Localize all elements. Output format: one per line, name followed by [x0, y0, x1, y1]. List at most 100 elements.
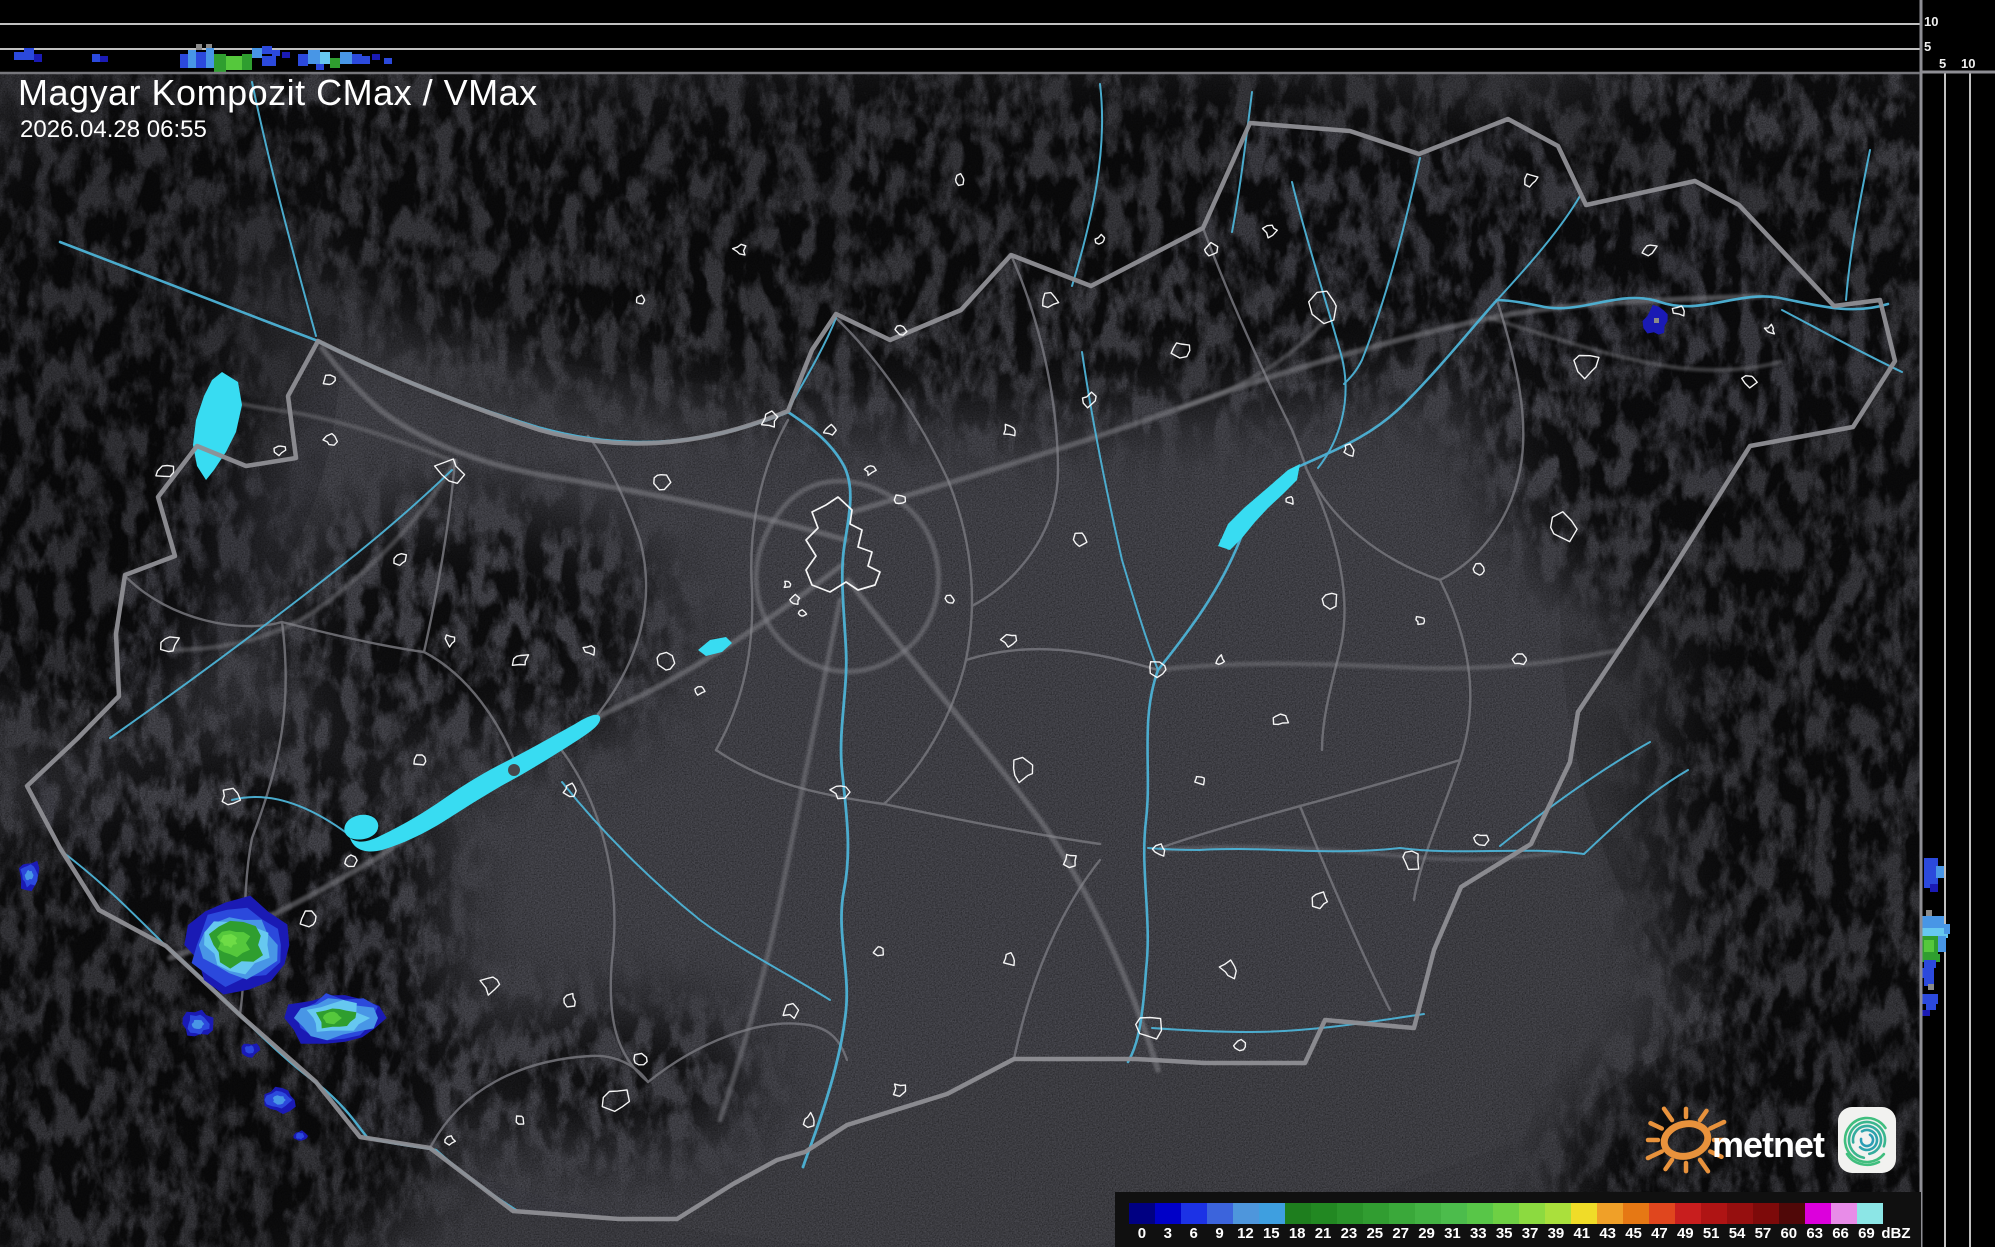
- city-outline: [1402, 850, 1420, 871]
- legend-swatch: [1155, 1203, 1181, 1224]
- sun-icon: [1645, 1106, 1727, 1174]
- city-outline: [601, 1089, 631, 1113]
- city-outline: [1215, 654, 1226, 666]
- city-outline: [444, 1135, 456, 1146]
- sun-ray: [1648, 1120, 1665, 1131]
- legend-swatch: [1701, 1203, 1727, 1224]
- legend-tick: 54: [1728, 1225, 1746, 1242]
- top-axis-label-5km: 5: [1924, 39, 1932, 54]
- city-outline: [893, 494, 907, 505]
- timestamp: 2026.04.28 06:55: [20, 116, 207, 143]
- city-outline: [155, 464, 175, 478]
- lakes: [193, 372, 1300, 852]
- city-outline: [1343, 443, 1355, 457]
- sun-ray: [1697, 1157, 1711, 1174]
- city-outline: [1012, 756, 1034, 784]
- legend-swatch: [1779, 1203, 1805, 1224]
- legend-tick: 39: [1547, 1225, 1565, 1242]
- legend-tick: 23: [1340, 1225, 1358, 1242]
- city-outline: [1194, 775, 1205, 786]
- country-border: [24, 116, 1898, 1222]
- page-title: Magyar Kompozit CMax / VMax: [18, 72, 538, 113]
- profile-echo-pixel: [226, 56, 242, 70]
- profile-echo-pixel: [384, 58, 392, 64]
- profile-echo-pixel: [272, 50, 280, 56]
- city-outline: [1671, 305, 1685, 317]
- lake-tisza: [1218, 464, 1300, 550]
- city-outline: [954, 173, 965, 187]
- top-profile-strip: [0, 0, 1920, 73]
- legend-unit: dBZ: [1881, 1225, 1911, 1242]
- metnet-logo-text: metnet: [1712, 1124, 1825, 1165]
- city-outline: [1473, 833, 1490, 847]
- dbz-color-legend: 0 3 6 9 12 15 18 21 23 25 27 29 31 33 35 37 39 41 43 45 47 49…: [1115, 1192, 1921, 1247]
- legend-swatch: [1311, 1203, 1337, 1224]
- right-profile-echoes: [1922, 858, 1950, 1016]
- legend-tick: 6: [1189, 1225, 1198, 1242]
- legend-swatch: [1753, 1203, 1779, 1224]
- profile-echo-pixel: [92, 54, 100, 62]
- profile-echo-pixel: [1922, 916, 1944, 930]
- city-outline: [1135, 1016, 1163, 1040]
- city-outline: [760, 410, 779, 428]
- city-outline: [1094, 233, 1106, 245]
- city-outlines: [155, 173, 1776, 1146]
- legend-tick: 47: [1651, 1225, 1668, 1242]
- profile-echo-pixel: [252, 48, 262, 58]
- legend-swatch: [1441, 1203, 1467, 1224]
- city-outline: [892, 1083, 907, 1097]
- top-axis-label-10km: 10: [1924, 14, 1939, 29]
- legend-tick: 66: [1832, 1225, 1849, 1242]
- profile-echo-pixel: [100, 56, 108, 62]
- profile-echo-pixel: [14, 52, 24, 60]
- city-outline: [1763, 323, 1776, 335]
- city-outline: [783, 580, 792, 589]
- precip-echo: [191, 1019, 205, 1029]
- city-outline: [1232, 1038, 1247, 1052]
- city-outline: [1218, 959, 1237, 980]
- profile-echo-pixel: [1922, 968, 1934, 978]
- legend-tick: 18: [1288, 1225, 1306, 1242]
- legend-tick: 21: [1314, 1225, 1332, 1242]
- city-outline: [633, 1052, 648, 1066]
- city-outline: [863, 465, 877, 477]
- city-outline: [582, 645, 596, 656]
- city-outline: [322, 432, 339, 446]
- profile-echo-pixel: [320, 52, 330, 64]
- precip-echo: [296, 1132, 305, 1140]
- profile-echo-pixel: [206, 44, 212, 50]
- city-outline: [221, 787, 242, 806]
- profile-echo-pixel: [1926, 1002, 1936, 1010]
- legend-swatch: [1181, 1203, 1207, 1224]
- profile-echo-pixel: [282, 52, 290, 58]
- city-outline: [731, 243, 747, 256]
- precip-echo: [220, 934, 238, 948]
- legend-tick: 31: [1444, 1225, 1461, 1242]
- city-outline: [1042, 291, 1060, 309]
- city-outline: [1272, 713, 1290, 726]
- legend-swatch: [1857, 1203, 1883, 1224]
- legend-swatch: [1207, 1203, 1233, 1224]
- city-outline: [1741, 375, 1758, 389]
- city-outline: [999, 633, 1018, 648]
- profile-echo-pixel: [316, 64, 324, 70]
- sun-ray: [1707, 1119, 1727, 1131]
- profile-echo-pixel: [330, 58, 340, 68]
- legend-swatch: [1389, 1203, 1415, 1224]
- legend-tick: 37: [1521, 1225, 1539, 1242]
- profile-echo-pixel: [1930, 884, 1938, 892]
- city-outline: [1641, 244, 1658, 257]
- legend-tick: 49: [1676, 1225, 1694, 1242]
- profile-echo-pixel: [262, 56, 276, 66]
- profile-echo-pixel: [362, 56, 370, 64]
- city-outline: [944, 594, 955, 604]
- city-outline: [1261, 224, 1278, 239]
- right-axis-label-5km: 5: [1939, 56, 1947, 71]
- metnet-logo: [1645, 1106, 1896, 1174]
- legend-swatch: [1727, 1203, 1753, 1224]
- city-outline: [273, 445, 287, 457]
- profile-echo-pixel: [1922, 928, 1948, 938]
